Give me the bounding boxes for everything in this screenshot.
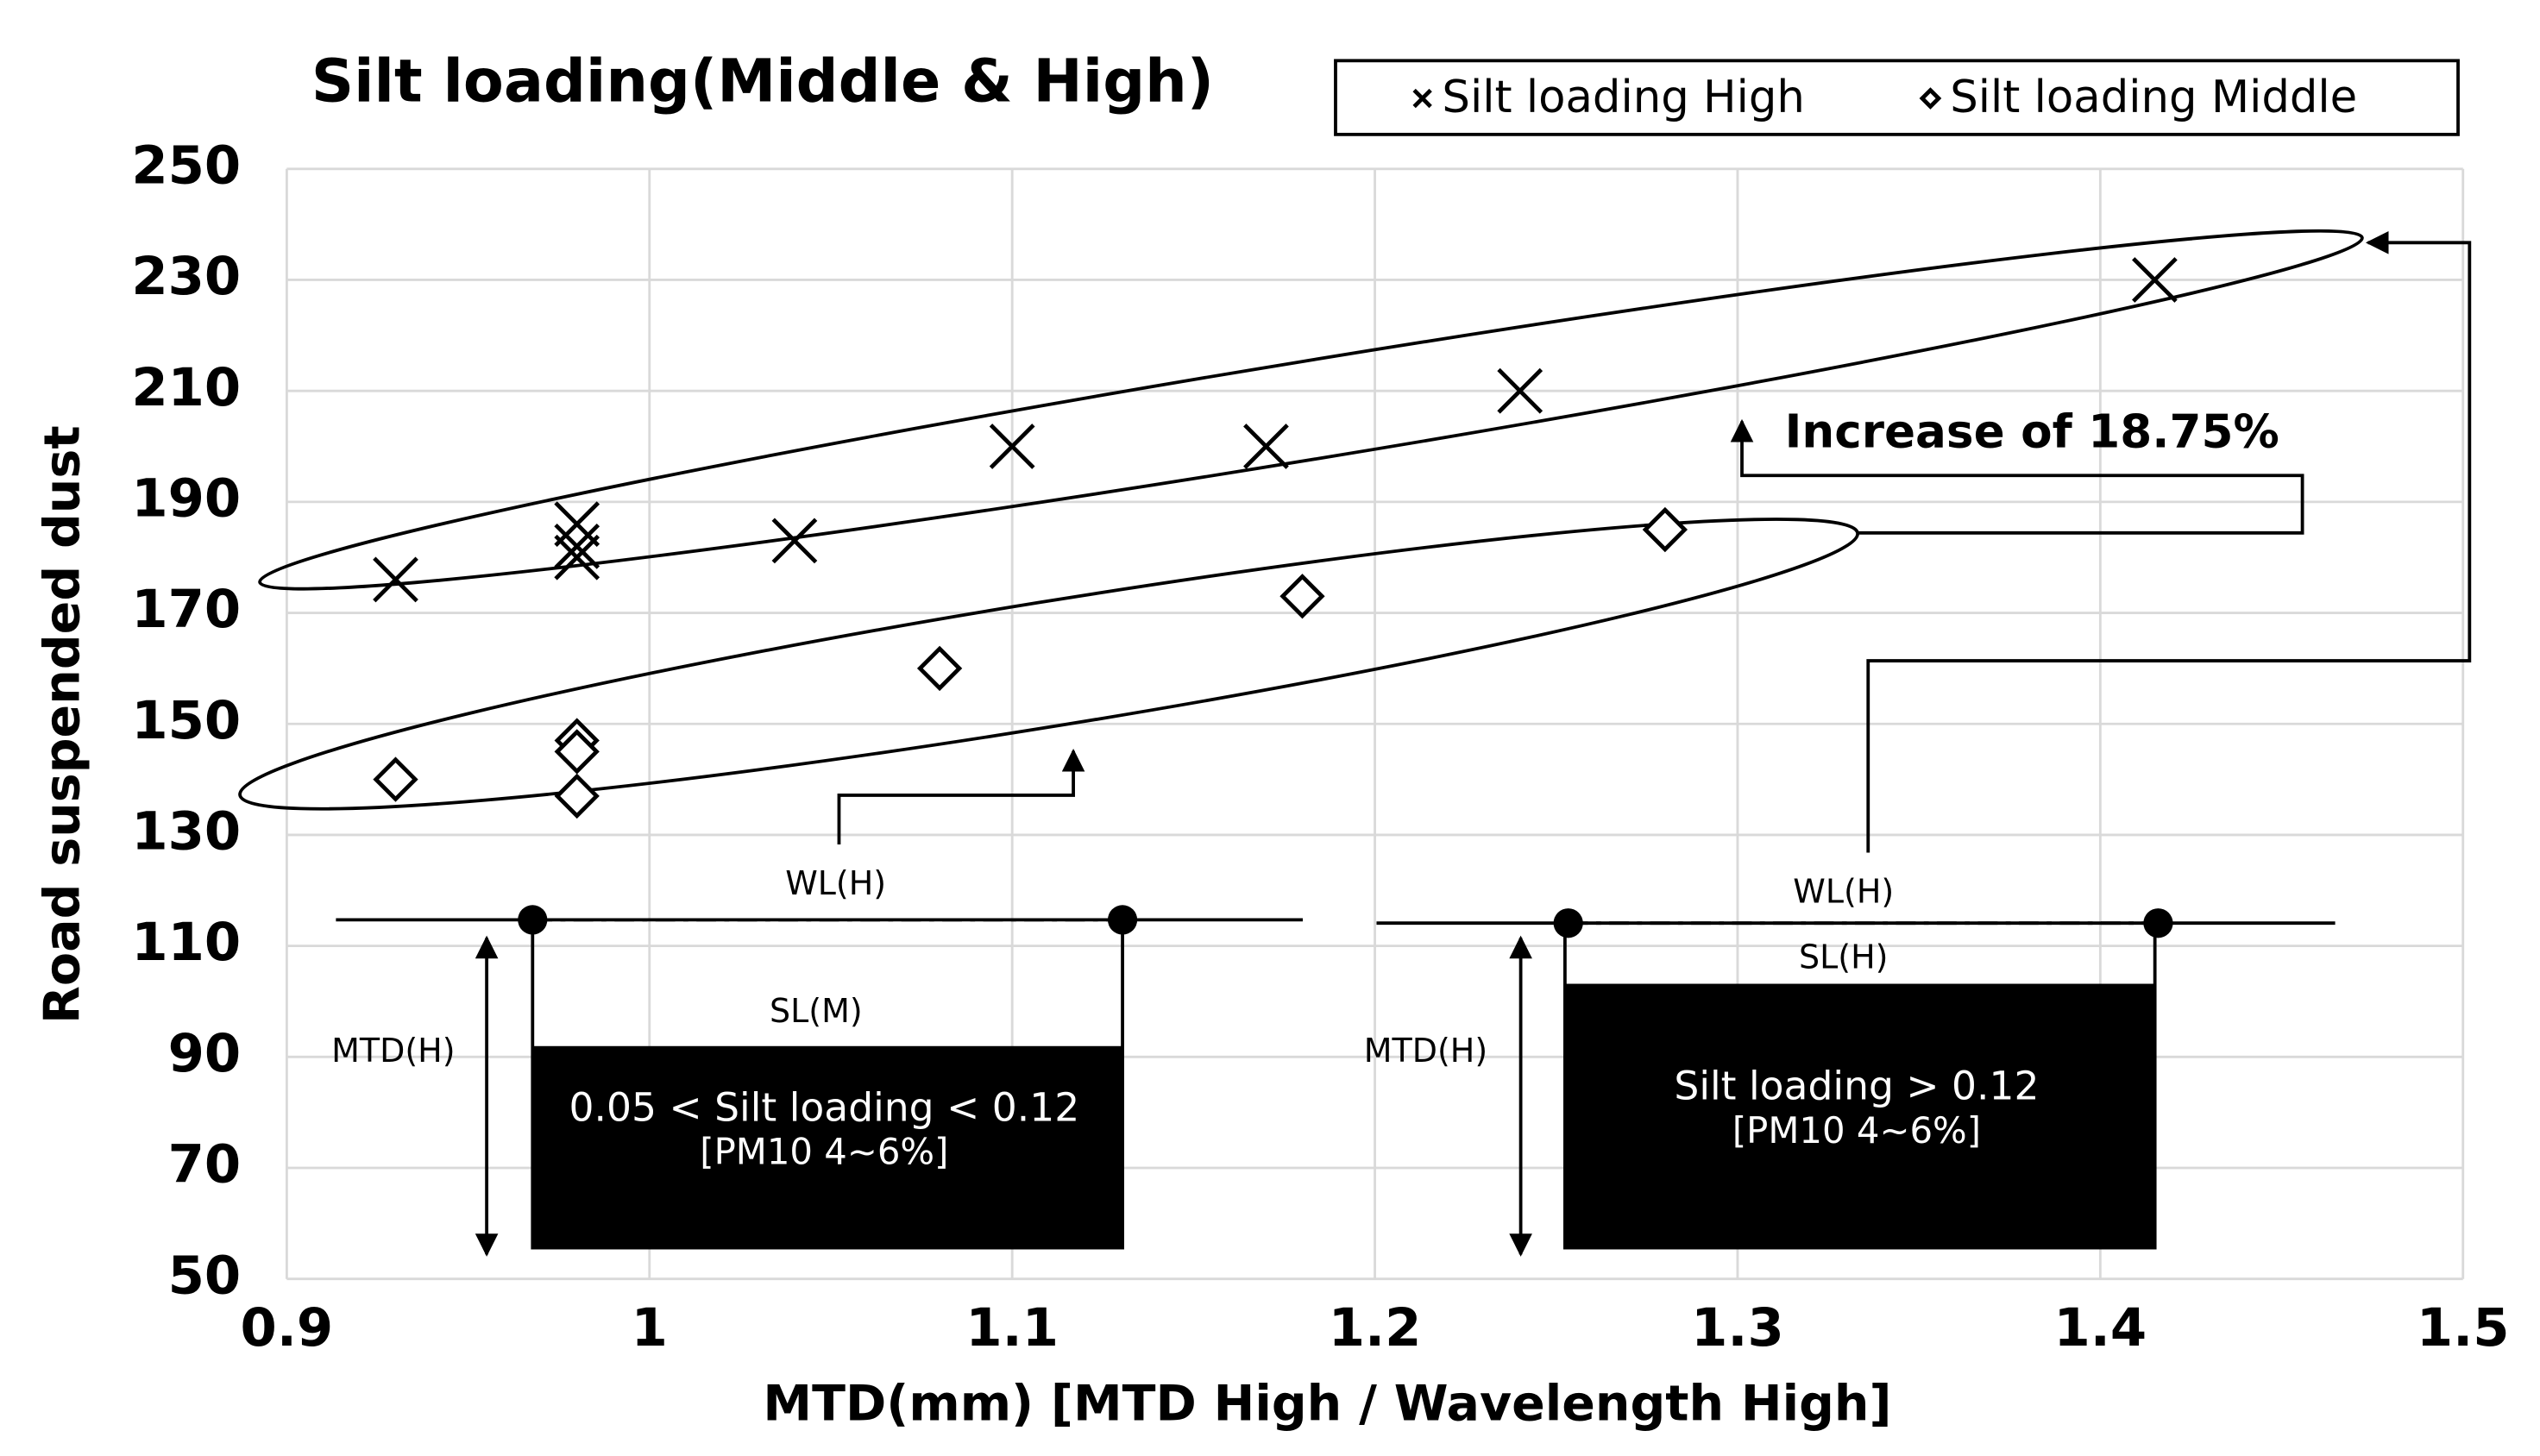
x-stroke — [554, 501, 600, 547]
x-stroke — [373, 556, 418, 603]
annotation: [PM10 4~6%] — [700, 1131, 948, 1173]
x-tick-label: 1.4 — [2054, 1298, 2147, 1359]
x-marker — [1497, 367, 1543, 414]
annotation: Increase of 18.75% — [1785, 405, 2279, 458]
annotation: WL(H) — [1793, 872, 1894, 910]
annotation: SL(M) — [770, 992, 863, 1030]
legend-label: Silt loading High — [1442, 72, 1804, 123]
y-tick-label: 70 — [168, 1135, 242, 1196]
x-axis-label: MTD(mm) [MTD High / Wavelength High] — [763, 1376, 1891, 1433]
endpoints — [518, 905, 2173, 938]
diamond-marker — [1642, 506, 1688, 553]
diamond-marker — [1919, 87, 1942, 110]
x-marker — [554, 523, 600, 569]
x-marker — [373, 556, 418, 603]
x-stroke — [989, 424, 1035, 469]
box-right — [1564, 983, 2155, 1250]
x-stroke — [554, 523, 600, 569]
x-marker — [1243, 424, 1289, 469]
y-axis-label: Road suspended dust — [35, 425, 91, 1024]
x-stroke — [554, 534, 600, 581]
annotation: SL(H) — [1799, 938, 1888, 976]
x-stroke — [2132, 257, 2178, 303]
x-tick-label: 1.5 — [2417, 1298, 2510, 1359]
diamond-marker — [554, 729, 600, 775]
diamond-marker — [554, 773, 600, 819]
x-stroke — [1497, 367, 1543, 414]
y-tick-label: 190 — [131, 468, 241, 529]
x-stroke — [771, 518, 818, 564]
x-marker — [771, 518, 818, 564]
x-stroke — [1243, 424, 1289, 469]
annotation: MTD(H) — [331, 1032, 455, 1070]
y-tick-label: 90 — [168, 1024, 242, 1084]
x-tick-label: 1 — [632, 1298, 668, 1359]
y-tick-label: 230 — [131, 247, 241, 307]
x-marker — [2132, 257, 2178, 303]
box-left — [532, 1045, 1123, 1250]
annotation: MTD(H) — [1364, 1032, 1487, 1070]
x-tick-label: 1.3 — [1691, 1298, 1784, 1359]
annotation: Silt loading > 0.12 — [1674, 1064, 2039, 1109]
x-marker — [1412, 88, 1432, 109]
y-tick-label: 210 — [131, 358, 241, 418]
y-tick-label: 150 — [131, 691, 241, 751]
annotation: 0.05 < Silt loading < 0.12 — [569, 1084, 1079, 1130]
y-tick-label: 50 — [168, 1246, 242, 1306]
x-marker — [989, 424, 1035, 469]
y-tick-label: 170 — [131, 580, 241, 640]
legend-box — [1334, 59, 2460, 136]
x-marker — [554, 501, 600, 547]
x-tick-label: 1.2 — [1329, 1298, 1422, 1359]
x-tick-label: 0.9 — [241, 1298, 334, 1359]
annotation: [PM10 4~6%] — [1732, 1109, 1981, 1152]
annotation: WL(H) — [785, 864, 886, 902]
y-tick-label: 110 — [131, 913, 241, 973]
diamond-marker — [1279, 574, 1325, 619]
chart-title: Silt loading(Middle & High) — [311, 47, 1214, 116]
diamond-marker — [373, 756, 418, 802]
legend-label: Silt loading Middle — [1950, 72, 2357, 123]
diamond-marker — [916, 645, 963, 692]
x-tick-label: 1.1 — [965, 1298, 1059, 1359]
y-tick-label: 130 — [131, 802, 241, 863]
y-tick-label: 250 — [131, 135, 241, 196]
x-marker — [554, 534, 600, 581]
x-stroke — [1412, 88, 1432, 109]
